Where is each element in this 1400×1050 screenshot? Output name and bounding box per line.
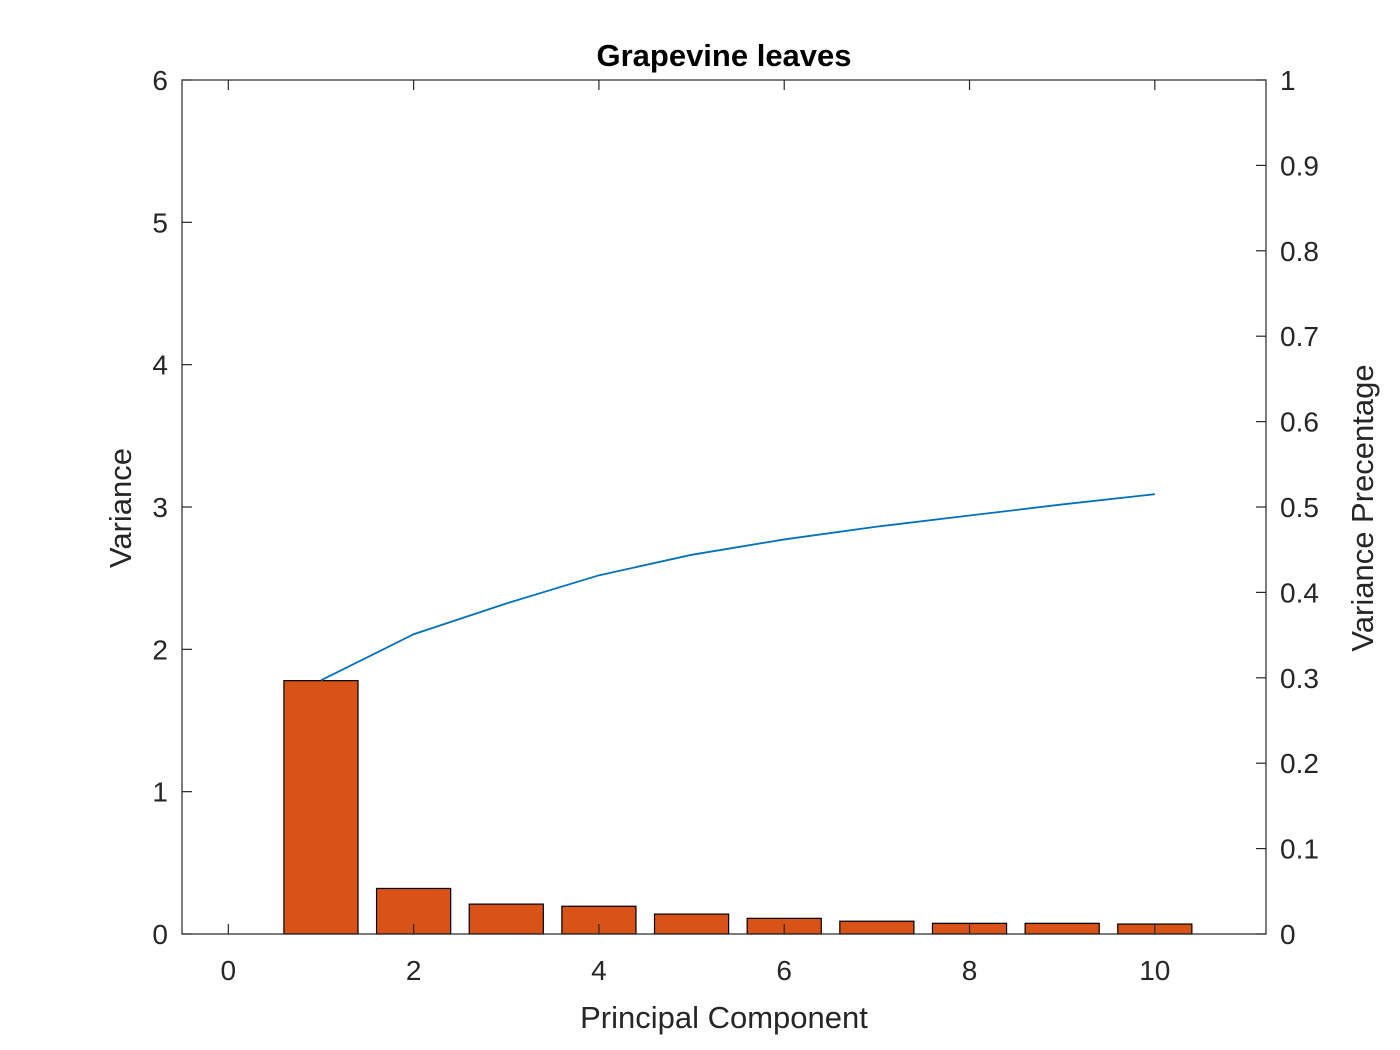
x-tick-label: 8: [962, 955, 978, 986]
y-right-tick-label: 0: [1280, 919, 1296, 950]
y-right-tick-label: 0.5: [1280, 492, 1319, 523]
x-tick-label: 2: [406, 955, 422, 986]
x-axis-label: Principal Component: [580, 1000, 868, 1035]
y-right-tick-label: 0.4: [1280, 577, 1319, 608]
y-tick-label: 2: [152, 634, 168, 665]
x-tick-label: 6: [776, 955, 792, 986]
bar-3: [468, 903, 544, 935]
y-tick-label: 3: [152, 492, 168, 523]
y-right-tick-label: 0.8: [1280, 236, 1319, 267]
y-tick-label: 0: [152, 919, 168, 950]
y-tick-label: 1: [152, 777, 168, 808]
y-tick-label: 4: [152, 350, 168, 381]
cumulative-line-series: [320, 493, 1155, 682]
x-tick-label: 4: [591, 955, 607, 986]
y-right-tick-label: 0.6: [1280, 407, 1319, 438]
x-tick-label: 0: [221, 955, 237, 986]
y-tick-label: 6: [152, 65, 168, 96]
y-right-tick-label: 0.7: [1280, 321, 1319, 352]
x-tick-label: 10: [1139, 955, 1170, 986]
chart-title: Grapevine leaves: [596, 38, 851, 73]
y-right-tick-label: 1: [1280, 65, 1296, 96]
cumulative-variance-line: [320, 493, 1155, 682]
y-tick-label: 5: [152, 207, 168, 238]
bar-5: [653, 913, 730, 935]
y-right-tick-label: 0.1: [1280, 834, 1319, 865]
axes: 0 2 4 6 8 10 0 1 2 3 4 5 6 0 0.1 0.2 0.3 0.4 0.5 0.6 0.7 0.8 0…: [152, 65, 1319, 986]
y-right-tick-label: 0.3: [1280, 663, 1319, 694]
bar-series: [283, 680, 1193, 935]
y-axis-label: Variance: [103, 448, 138, 568]
bar-9: [1024, 922, 1100, 935]
y-axis-right-label: Variance Precentage: [1345, 364, 1380, 651]
y-right-tick-label: 0.9: [1280, 150, 1319, 181]
bar-7: [839, 920, 915, 935]
y-right-tick-label: 0.2: [1280, 748, 1319, 779]
bar-1: [283, 680, 359, 935]
